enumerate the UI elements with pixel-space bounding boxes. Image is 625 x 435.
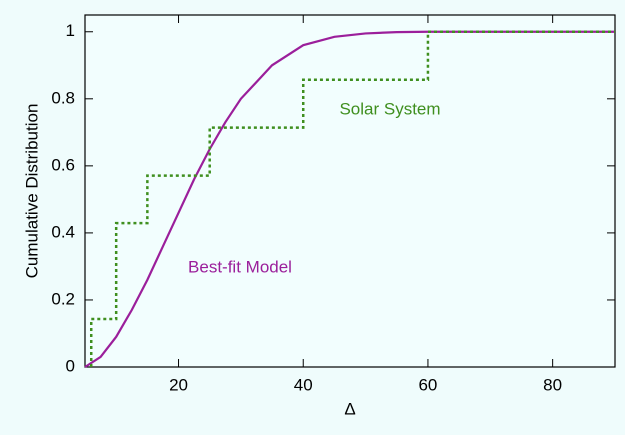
series-label: Best-fit Model — [188, 257, 292, 276]
model-curve — [84, 30, 615, 368]
series-label: Solar System — [339, 99, 440, 118]
y-axis-label: Cumulative Distribution — [22, 104, 41, 279]
y-tick-label: 0.6 — [51, 155, 75, 174]
y-tick-label: 0.4 — [51, 222, 75, 241]
y-tick-label: 0.2 — [51, 289, 75, 308]
x-tick-label: 60 — [418, 375, 437, 394]
plot-area — [84, 14, 616, 368]
step-line — [89, 30, 615, 367]
y-tick-label: 1 — [66, 21, 75, 40]
x-tick-label: 80 — [543, 375, 562, 394]
x-axis-label: Δ — [344, 399, 355, 418]
y-tick-label: 0 — [66, 356, 75, 375]
y-tick-label: 0.8 — [51, 88, 75, 107]
x-tick-label: 40 — [294, 375, 313, 394]
x-tick-label: 20 — [169, 375, 188, 394]
